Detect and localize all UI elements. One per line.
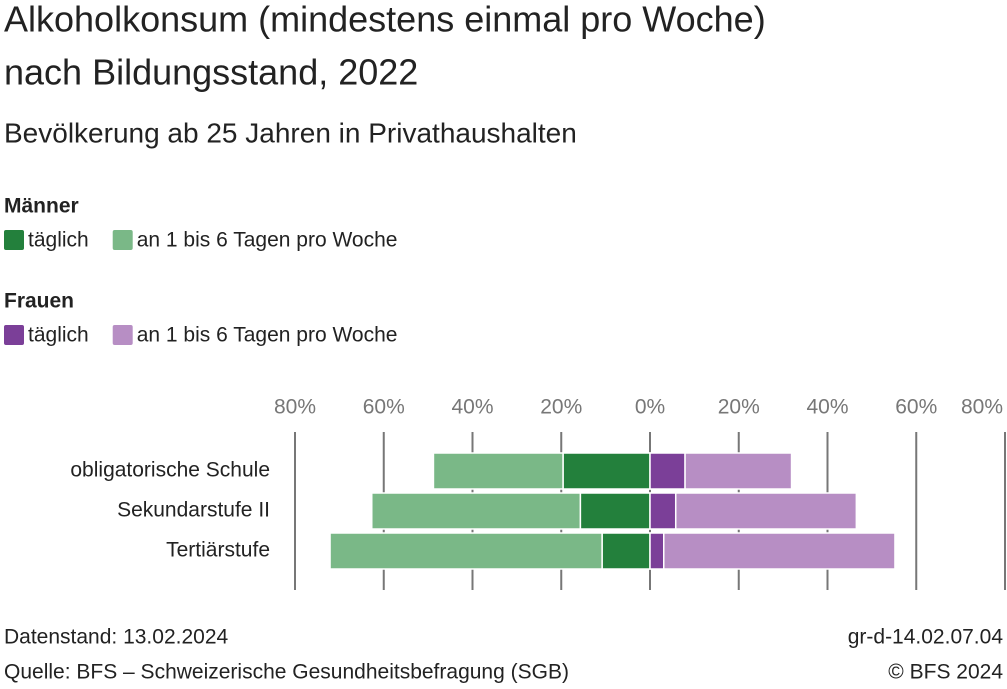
footer: © BFS 2024 xyxy=(888,661,1003,684)
x-tick-label: 80% xyxy=(274,396,316,419)
legend-title: Männer xyxy=(4,195,79,218)
x-tick-label: 40% xyxy=(806,396,848,419)
bar xyxy=(579,492,651,530)
bar xyxy=(649,452,686,490)
chart-title: Alkoholkonsum (mindestens einmal pro Woc… xyxy=(4,0,766,40)
bar xyxy=(649,492,677,530)
x-tick-label: 60% xyxy=(895,396,937,419)
x-tick-label: 0% xyxy=(635,396,665,419)
chart-title: nach Bildungsstand, 2022 xyxy=(4,52,418,93)
legend-title: Frauen xyxy=(4,290,74,313)
y-tick-label: Tertiärstufe xyxy=(166,539,270,562)
x-tick-label: 20% xyxy=(540,396,582,419)
x-tick-label: 60% xyxy=(363,396,405,419)
legend-swatch xyxy=(112,230,133,250)
x-tick-label: 40% xyxy=(451,396,493,419)
legend-label: an 1 bis 6 Tagen pro Woche xyxy=(137,324,398,347)
bar xyxy=(649,532,665,570)
legend-swatch xyxy=(4,230,24,250)
bar xyxy=(329,532,603,570)
footer: Quelle: BFS – Schweizerische Gesundheits… xyxy=(4,661,569,684)
y-tick-label: Sekundarstufe II xyxy=(117,499,270,522)
bar xyxy=(663,532,896,570)
bar xyxy=(684,452,793,490)
legend-label: an 1 bis 6 Tagen pro Woche xyxy=(137,229,398,252)
legend-swatch xyxy=(4,325,24,345)
x-tick-label: 20% xyxy=(718,396,760,419)
legend-swatch xyxy=(112,325,133,345)
bar xyxy=(601,532,651,570)
y-tick-label: obligatorische Schule xyxy=(70,459,270,482)
bar xyxy=(562,452,651,490)
x-tick-label: 80% xyxy=(961,396,1003,419)
bar xyxy=(371,492,582,530)
legend-label: täglich xyxy=(28,324,89,347)
footer: Datenstand: 13.02.2024 xyxy=(4,626,229,649)
bar xyxy=(674,492,858,530)
chart-subtitle: Bevölkerung ab 25 Jahren in Privathausha… xyxy=(4,117,577,148)
bar xyxy=(432,452,564,490)
footer: gr-d-14.02.07.04 xyxy=(848,626,1004,649)
legend-label: täglich xyxy=(28,229,89,252)
